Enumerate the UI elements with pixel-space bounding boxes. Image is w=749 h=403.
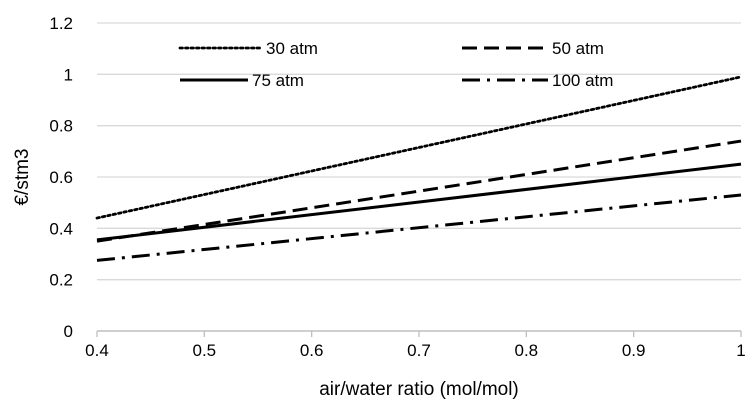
y-tick-label-4: 0.8 (49, 117, 73, 136)
x-tick-label-5: 0.9 (622, 341, 646, 360)
x-tick-label-4: 0.8 (515, 341, 539, 360)
x-tick-label-0: 0.4 (85, 341, 109, 360)
x-tick-label-1: 0.5 (193, 341, 217, 360)
series-lines (95, 75, 743, 262)
y-tick-label-3: 0.6 (49, 168, 73, 187)
series-line-50-atm (96, 139, 742, 243)
x-tick-label-6: 1 (736, 341, 745, 360)
x-axis-title: air/water ratio (mol/mol) (319, 379, 519, 400)
legend-label-75-atm: 75 atm (252, 71, 304, 90)
tick-labels: 0 0.2 0.4 0.6 0.8 1 1.2 0.4 0.5 0.6 0.7 0.8 0.9 1 (49, 14, 745, 360)
legend-label-100-atm: 100 atm (552, 71, 613, 90)
series-line-100-atm (96, 193, 742, 262)
y-tick-label-2: 0.4 (49, 219, 73, 238)
y-tick-label-0: 0 (64, 322, 73, 341)
axes (96, 330, 742, 337)
y-tick-label-5: 1 (64, 65, 73, 84)
x-tick-label-2: 0.6 (300, 341, 324, 360)
legend: 30 atm 50 atm 75 atm 100 atm (178, 39, 613, 90)
y-tick-label-6: 1.2 (49, 14, 73, 33)
series-line-30-atm (95, 75, 743, 220)
y-tick-label-1: 0.2 (49, 271, 73, 290)
legend-label-50-atm: 50 atm (552, 39, 604, 58)
legend-label-30-atm: 30 atm (266, 39, 318, 58)
series-line-75-atm (96, 162, 742, 242)
x-tick-label-3: 0.7 (407, 341, 431, 360)
gridlines (97, 22, 741, 281)
y-axis-title: €/stm3 (12, 148, 33, 205)
